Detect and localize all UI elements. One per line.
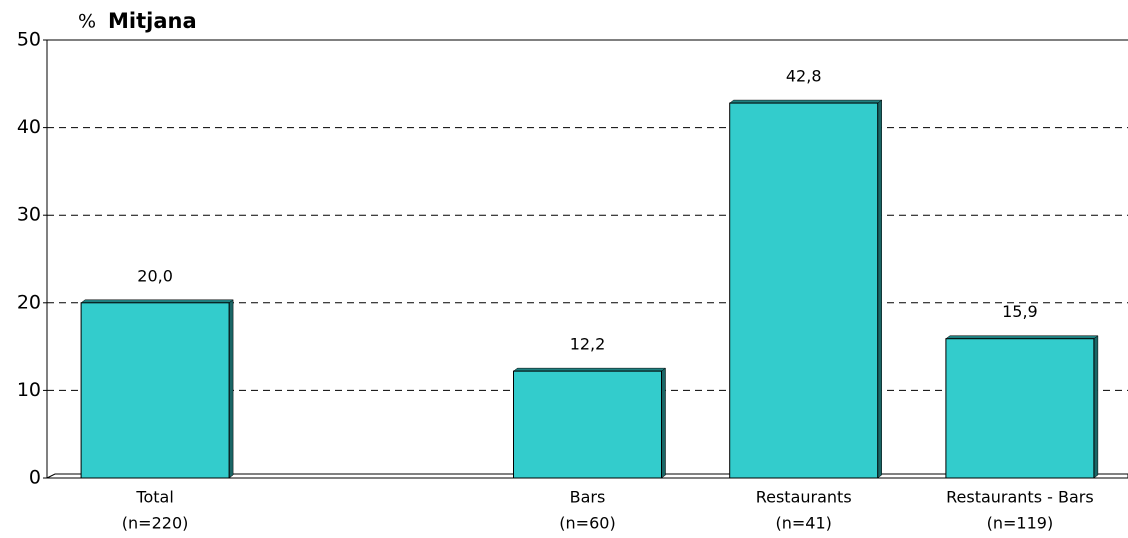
value-label: 20,0 <box>137 266 173 285</box>
x-tick-label: Restaurants <box>756 488 852 507</box>
chart-title: Mitjana <box>108 9 197 33</box>
y-tick-label: 0 <box>29 467 41 489</box>
y-axis-unit: % <box>78 11 96 33</box>
x-tick-label: Bars <box>570 488 606 507</box>
bar-shadow <box>228 299 234 479</box>
y-tick-label: 50 <box>17 29 41 51</box>
x-tick-sublabel: (n=119) <box>987 514 1054 533</box>
x-tick-label: Total <box>135 488 173 507</box>
y-tick-label: 30 <box>17 204 41 226</box>
bar <box>513 370 662 479</box>
x-tick-sublabel: (n=220) <box>122 514 189 533</box>
y-tick-label: 40 <box>17 116 41 138</box>
bar-shadow <box>661 367 666 479</box>
x-tick-sublabel: (n=41) <box>776 514 832 533</box>
bar <box>729 102 879 479</box>
x-tick-label: Restaurants - Bars <box>946 488 1094 507</box>
bar-shadow <box>1093 335 1099 479</box>
y-tick-label: 20 <box>17 291 41 313</box>
y-tick-label: 10 <box>17 379 41 401</box>
value-label: 15,9 <box>1002 302 1038 321</box>
value-label: 42,8 <box>786 67 822 86</box>
bar-shadow <box>877 99 882 479</box>
bar <box>945 338 1095 479</box>
value-label: 12,2 <box>570 335 606 354</box>
bar <box>80 302 230 479</box>
x-tick-sublabel: (n=60) <box>559 514 615 533</box>
